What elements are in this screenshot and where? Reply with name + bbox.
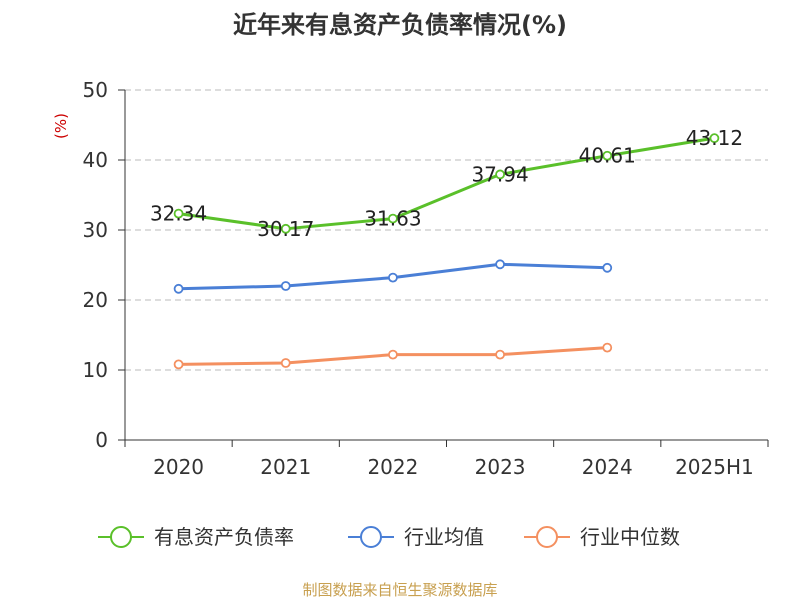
data-point bbox=[495, 259, 505, 270]
data-point bbox=[388, 349, 398, 360]
data-point bbox=[602, 150, 613, 161]
grid-lines bbox=[125, 89, 768, 371]
data-point bbox=[280, 281, 291, 291]
data-point bbox=[388, 272, 398, 283]
y-axis-unit-label: (%) bbox=[52, 113, 70, 139]
y-tick-label: 10 bbox=[83, 358, 108, 382]
x-tick-label: 2020 bbox=[153, 455, 204, 479]
y-tick-label: 20 bbox=[83, 288, 108, 312]
data-label: 31.63 bbox=[364, 207, 421, 231]
x-tick-label: 2024 bbox=[582, 455, 633, 479]
series-line-0 bbox=[178, 136, 715, 231]
legend-label: 有息资产负债率 bbox=[154, 525, 294, 549]
data-point bbox=[495, 169, 505, 180]
data-point bbox=[388, 213, 398, 224]
axes: 0 10 20 30 40 50 2020 2021 2022 2023 2024 2025H1 bbox=[83, 78, 769, 479]
data-point bbox=[173, 283, 184, 294]
data-point bbox=[602, 342, 613, 353]
data-point bbox=[280, 358, 291, 368]
x-tick-label: 2022 bbox=[367, 455, 418, 479]
x-tick-label: 2025H1 bbox=[675, 455, 754, 479]
series-layer bbox=[173, 133, 720, 370]
data-point bbox=[280, 223, 291, 234]
data-point bbox=[173, 208, 184, 219]
source-note: 制图数据来自恒生聚源数据库 bbox=[302, 581, 497, 599]
legend-label: 行业中位数 bbox=[580, 525, 680, 549]
y-tick-label: 30 bbox=[83, 218, 108, 242]
legend-marker bbox=[536, 526, 558, 548]
data-label: 30.17 bbox=[257, 217, 314, 241]
chart-title: 近年来有息资产负债率情况(%) bbox=[233, 11, 567, 39]
y-tick-label: 0 bbox=[95, 428, 108, 452]
data-point bbox=[709, 133, 720, 144]
legend-marker bbox=[110, 526, 132, 548]
legend: 有息资产负债率 行业均值 行业中位数 bbox=[98, 525, 680, 549]
data-point bbox=[495, 349, 505, 360]
data-label: 37.94 bbox=[471, 162, 528, 186]
y-tick-label: 50 bbox=[83, 78, 108, 102]
data-label: 40.61 bbox=[579, 144, 636, 168]
data-point bbox=[173, 359, 184, 370]
data-point bbox=[602, 262, 613, 273]
data-label: 43.12 bbox=[686, 126, 743, 150]
legend-marker bbox=[360, 526, 382, 548]
legend-label: 行业均值 bbox=[404, 525, 484, 549]
data-label: 32.34 bbox=[150, 202, 207, 226]
data-labels: 32.34 30.17 31.63 37.94 40.61 43.12 bbox=[150, 126, 743, 241]
x-tick-label: 2021 bbox=[260, 455, 311, 479]
x-tick-label: 2023 bbox=[475, 455, 526, 479]
y-tick-label: 40 bbox=[83, 148, 108, 172]
